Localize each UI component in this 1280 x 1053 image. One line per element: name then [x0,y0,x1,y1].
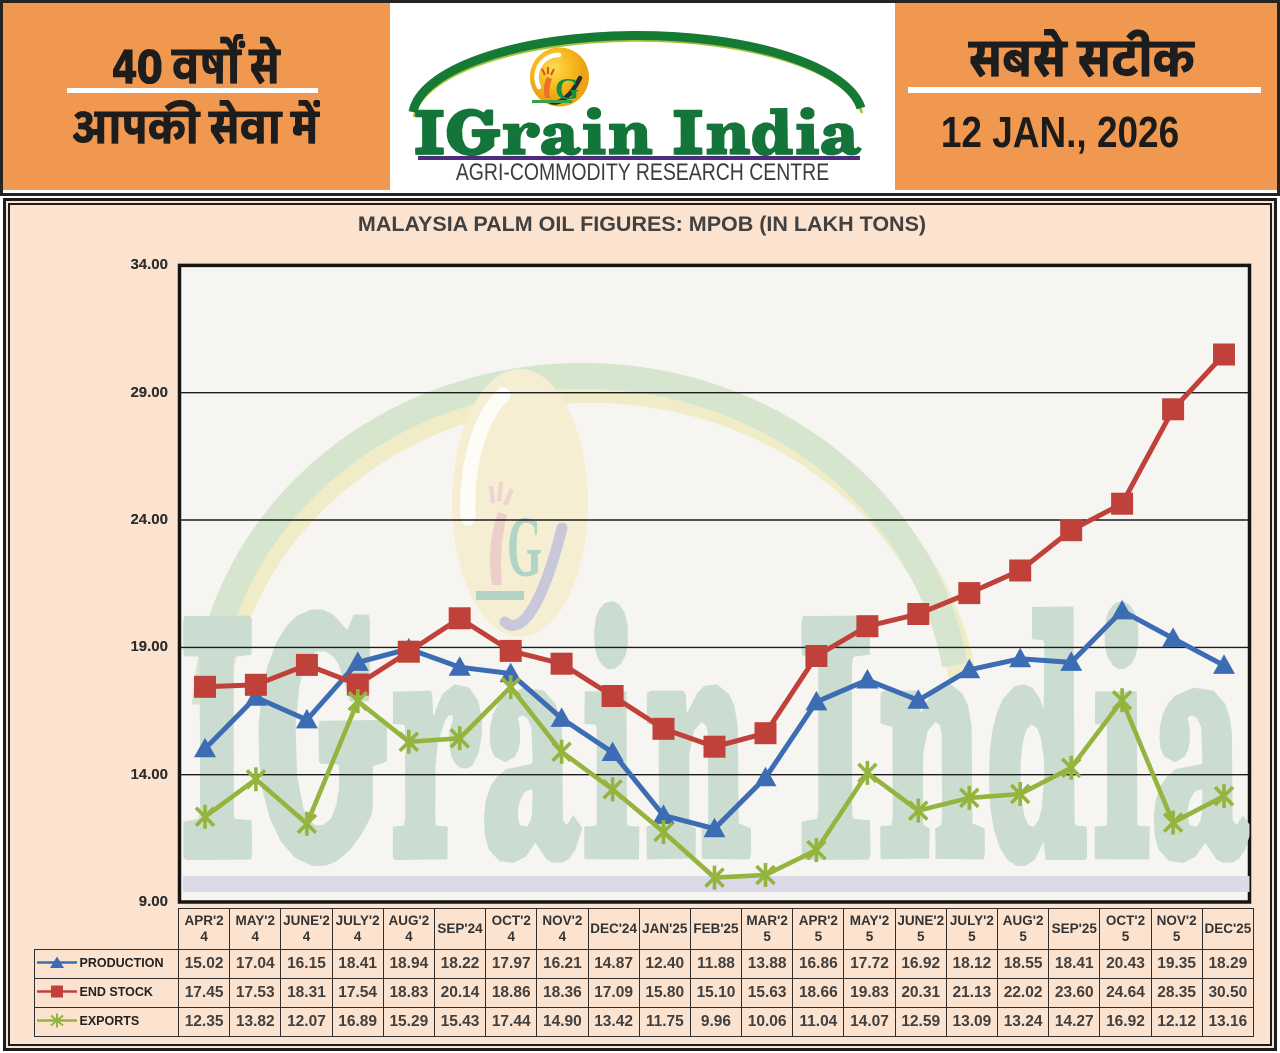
svg-text:G: G [507,498,542,595]
